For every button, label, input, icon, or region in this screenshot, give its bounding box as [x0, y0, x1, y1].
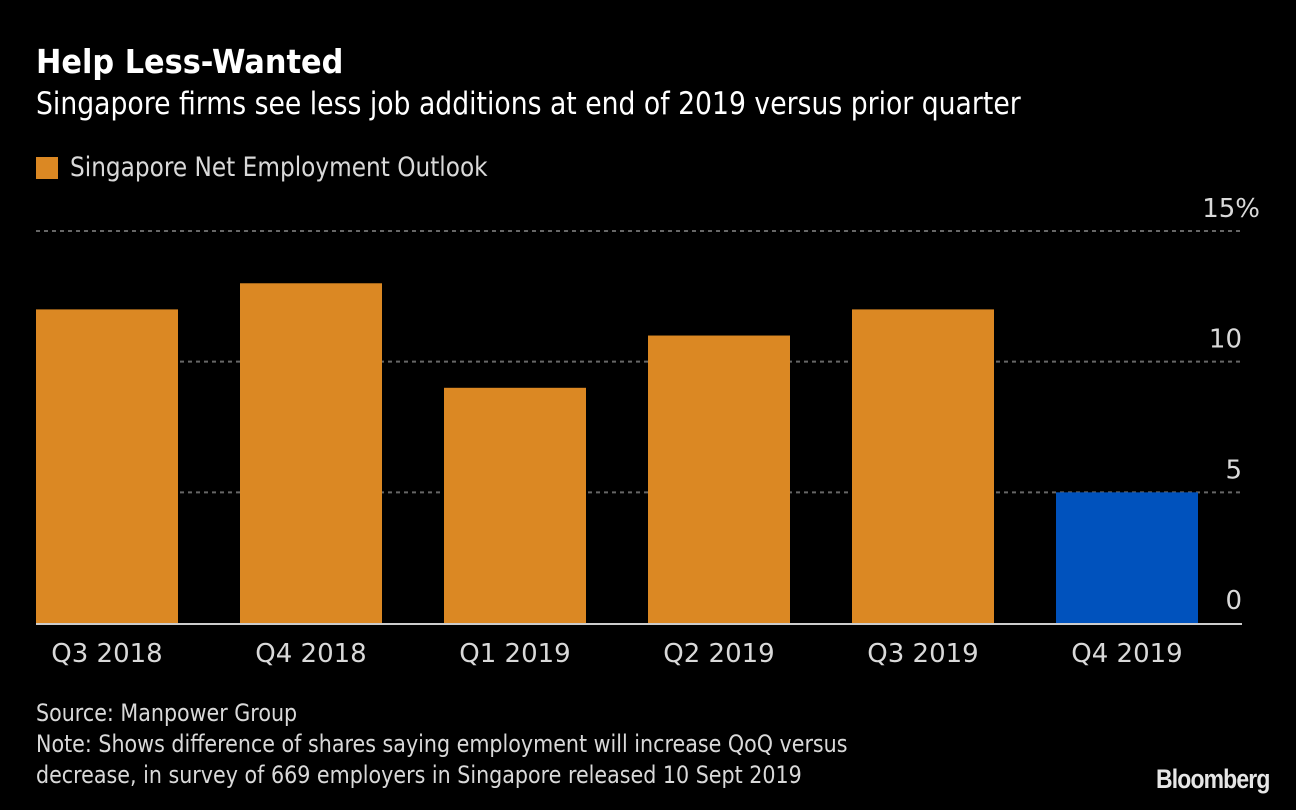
y-tick-label: 0 — [1225, 586, 1242, 616]
note-line-2: decrease, in survey of 669 employers in … — [36, 761, 802, 789]
y-tick-label: 5 — [1225, 455, 1242, 485]
x-tick-label: Q1 2019 — [459, 639, 570, 669]
legend-swatch — [36, 156, 58, 179]
source-note: Source: Manpower Group — [36, 699, 298, 727]
y-tick-label: 10 — [1209, 325, 1242, 355]
bar-q4-2018 — [240, 283, 382, 623]
x-tick-labels: Q3 2018 Q4 2018 Q1 2019 Q2 2019 Q3 2019 Q4 20… — [51, 639, 1182, 669]
bar-q3-2018 — [36, 309, 178, 623]
x-tick-label: Q4 2018 — [255, 639, 366, 669]
legend-label: Singapore Net Employment Outlook — [70, 152, 488, 183]
x-tick-label: Q2 2019 — [663, 639, 774, 669]
footer: Source: Manpower Group Note: Shows diffe… — [36, 698, 848, 791]
chart-subtitle: Singapore firms see less job additions a… — [36, 86, 1021, 122]
bar-q2-2019 — [648, 335, 790, 623]
chart-title: Help Less-Wanted — [36, 42, 344, 81]
x-tick-label: Q4 2019 — [1071, 639, 1182, 669]
bar-q1-2019 — [444, 387, 586, 623]
gridlines — [36, 230, 1242, 494]
bar-q4-2019 — [1056, 492, 1198, 623]
note-line-1: Note: Shows difference of shares saying … — [36, 730, 848, 758]
legend: Singapore Net Employment Outlook — [36, 152, 556, 183]
x-tick-label: Q3 2018 — [51, 639, 162, 669]
y-tick-label: 15% — [1202, 194, 1260, 224]
y-tick-labels: 0 5 10 15% — [1202, 194, 1260, 616]
bar-q3-2019 — [852, 309, 994, 623]
bloomberg-logo: Bloomberg — [1156, 764, 1271, 794]
bars — [36, 283, 1198, 623]
x-tick-label: Q3 2019 — [867, 639, 978, 669]
